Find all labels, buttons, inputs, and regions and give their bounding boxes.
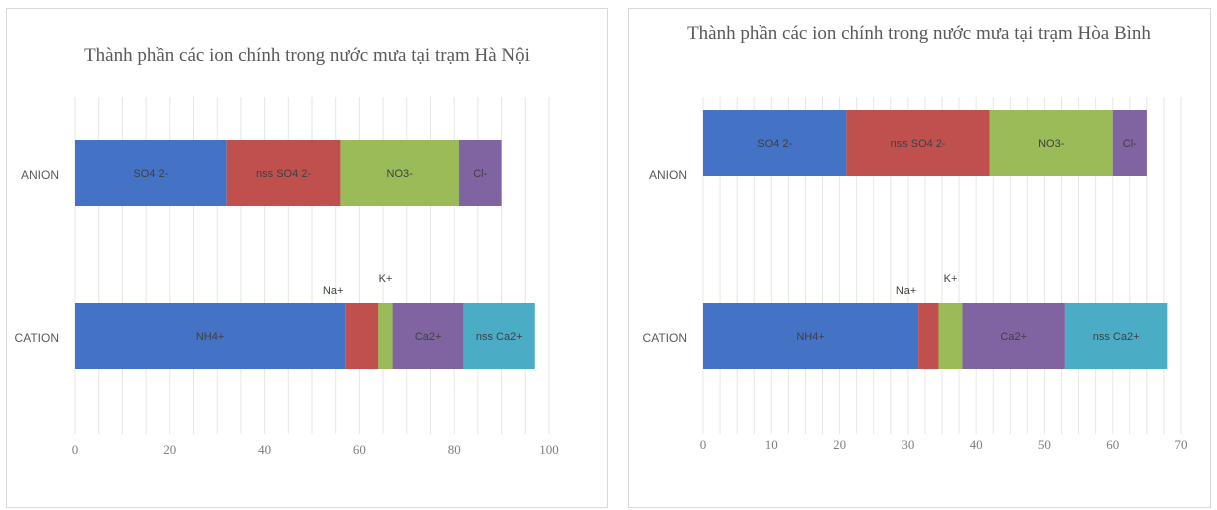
bar-segment <box>458 140 502 206</box>
data-label: SO4 2- <box>757 138 792 150</box>
bar-segment <box>345 303 379 369</box>
x-tick-label: 0 <box>700 437 707 452</box>
chart-hoabinh: Thành phần các ion chính trong nước mưa … <box>643 23 1188 452</box>
data-label: SO4 2- <box>133 168 168 180</box>
chart-panel-hanoi: Thành phần các ion chính trong nước mưa … <box>6 8 608 508</box>
bar-segment <box>846 110 990 176</box>
bar-segment <box>75 140 227 206</box>
bar-segment <box>392 303 464 369</box>
x-tick-label: 40 <box>970 437 983 452</box>
category-label: ANION <box>21 168 59 182</box>
x-tick-label: 30 <box>901 437 914 452</box>
x-tick-label: 50 <box>1038 437 1051 452</box>
x-tick-label: 10 <box>765 437 778 452</box>
data-label: Na+ <box>896 285 917 297</box>
category-label: CATION <box>15 331 59 345</box>
x-tick-label: 80 <box>448 442 461 457</box>
x-tick-label: 40 <box>258 442 271 457</box>
data-label: nss Ca2+ <box>476 331 523 343</box>
data-label: nss SO4 2- <box>891 138 946 150</box>
chart-title: Thành phần các ion chính trong nước mưa … <box>687 23 1151 44</box>
bar-segment <box>75 303 346 369</box>
data-label: K+ <box>944 273 958 285</box>
data-label: Cl- <box>1123 138 1137 150</box>
data-label: NH4+ <box>196 331 224 343</box>
x-tick-label: 60 <box>353 442 366 457</box>
bar-segment <box>378 303 393 369</box>
bar-segment <box>703 303 919 369</box>
bar-segment <box>463 303 535 369</box>
category-label: ANION <box>649 168 687 182</box>
bar-segment <box>340 140 459 206</box>
data-label: nss Ca2+ <box>1093 331 1140 343</box>
x-tick-label: 100 <box>539 442 559 457</box>
bar-segment <box>989 110 1113 176</box>
chart-hanoi: Thành phần các ion chính trong nước mưa … <box>15 45 559 457</box>
chart-panel-hoabinh: Thành phần các ion chính trong nước mưa … <box>628 8 1211 508</box>
x-tick-label: 20 <box>163 442 176 457</box>
bar-segment <box>703 110 847 176</box>
bar-segment <box>938 303 963 369</box>
data-label: NO3- <box>1038 138 1065 150</box>
x-tick-label: 0 <box>72 442 79 457</box>
category-label: CATION <box>643 331 687 345</box>
bar-segment <box>918 303 939 369</box>
chart-title: Thành phần các ion chính trong nước mưa … <box>84 45 530 66</box>
x-tick-label: 60 <box>1106 437 1119 452</box>
data-label: Na+ <box>323 285 344 297</box>
bar-segment <box>226 140 341 206</box>
bar-segment <box>1064 303 1168 369</box>
data-label: nss SO4 2- <box>256 168 311 180</box>
bar-segment <box>1112 110 1147 176</box>
x-tick-label: 70 <box>1175 437 1188 452</box>
data-label: K+ <box>379 273 393 285</box>
data-label: Cl- <box>473 168 487 180</box>
data-label: Ca2+ <box>415 331 442 343</box>
data-label: NO3- <box>387 168 414 180</box>
bar-segment <box>962 303 1065 369</box>
data-label: NH4+ <box>796 331 824 343</box>
data-label: Ca2+ <box>1000 331 1027 343</box>
x-tick-label: 20 <box>833 437 846 452</box>
